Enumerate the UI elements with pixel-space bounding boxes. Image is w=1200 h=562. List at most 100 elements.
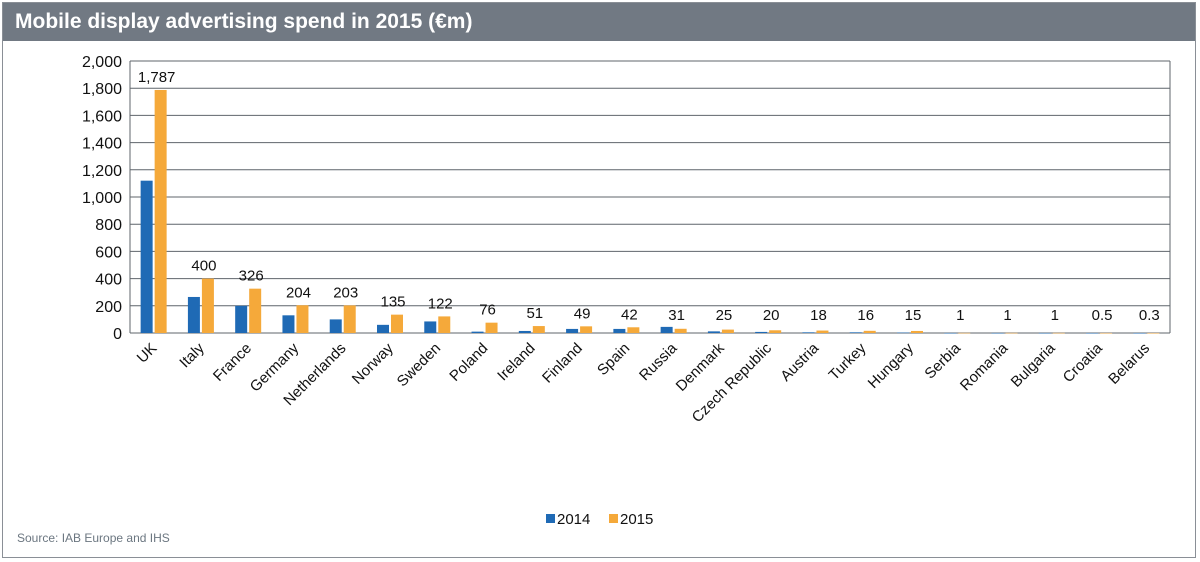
data-label: 0.3: [1139, 307, 1160, 324]
data-label: 15: [905, 307, 922, 324]
bar-2015: [674, 328, 687, 333]
x-tick-label: Norway: [349, 339, 397, 387]
bar-2014: [187, 296, 200, 333]
bar-2014: [1086, 332, 1099, 334]
bar-2014: [566, 328, 579, 333]
bar-2015: [343, 305, 356, 333]
x-tick-label: Russia: [636, 339, 681, 384]
bar-2014: [235, 305, 248, 333]
bar-2014: [802, 332, 815, 333]
legend-swatch-2015: [609, 514, 618, 523]
x-tick-label: Turkey: [826, 339, 870, 383]
y-tick-label: 400: [95, 272, 122, 289]
x-tick-label: Romania: [957, 339, 1012, 394]
bar-2014: [991, 332, 1004, 334]
bar-2014: [755, 331, 768, 333]
bar-2015: [1052, 332, 1065, 334]
x-tick-label: Poland: [446, 340, 491, 385]
bar-2015: [721, 329, 734, 333]
data-label: 16: [857, 307, 874, 324]
x-tick-label: UK: [134, 340, 161, 367]
bar-2014: [424, 321, 437, 333]
bar-2015: [627, 327, 640, 333]
legend-label-2014: 2014: [557, 511, 590, 528]
y-tick-label: 600: [95, 244, 122, 261]
data-label: 76: [479, 302, 496, 319]
bar-2015: [485, 322, 498, 333]
data-label: 31: [668, 307, 685, 324]
bar-2014: [897, 332, 909, 334]
bar-2015: [958, 332, 971, 334]
bar-2014: [707, 331, 720, 333]
bar-2014: [849, 332, 862, 333]
x-tick-label: Finland: [539, 340, 586, 387]
legend-label-2015: 2015: [620, 511, 653, 528]
y-tick-label: 200: [95, 299, 122, 316]
y-tick-label: 1,000: [82, 190, 122, 207]
y-tick-label: 1,800: [82, 81, 122, 98]
bar-2015: [249, 288, 262, 333]
y-tick-label: 1,200: [82, 163, 122, 180]
bar-2014: [660, 326, 673, 333]
bar-2015: [580, 326, 593, 333]
x-tick-label: Italy: [176, 339, 208, 371]
bar-2014: [471, 331, 484, 333]
x-tick-label: Hungary: [865, 339, 917, 391]
x-tick-label: Belarus: [1105, 340, 1153, 388]
bar-2014: [944, 332, 957, 334]
bar-2014: [140, 180, 153, 333]
x-tick-label: Spain: [594, 340, 633, 379]
source-note: Source: IAB Europe and IHS: [17, 531, 170, 545]
x-tick-label: Croatia: [1060, 339, 1107, 386]
bar-2015: [201, 278, 214, 333]
x-tick-label: Austria: [777, 339, 822, 384]
data-label: 0.5: [1092, 307, 1113, 324]
bar-2014: [377, 324, 389, 333]
y-tick-label: 1,600: [82, 108, 122, 125]
bar-2014: [518, 330, 531, 333]
x-tick-label: France: [210, 340, 255, 385]
bar-2015: [438, 316, 451, 333]
y-tick-label: 1,400: [82, 136, 122, 153]
data-label: 42: [621, 306, 638, 323]
bar-2015: [1100, 332, 1113, 334]
data-label: 1: [1003, 307, 1011, 324]
data-label: 400: [191, 258, 216, 275]
bar-2015: [816, 330, 829, 333]
y-tick-label: 800: [95, 217, 122, 234]
bar-2015: [1005, 332, 1018, 334]
bar-2015: [863, 330, 876, 333]
data-label: 51: [526, 305, 543, 322]
bar-2015: [911, 330, 923, 333]
bar-2015: [296, 305, 309, 333]
bar-2015: [391, 314, 403, 333]
x-tick-label: Sweden: [394, 340, 444, 390]
data-label: 1: [956, 307, 964, 324]
bar-2015: [154, 89, 167, 333]
bar-2014: [282, 315, 295, 333]
y-tick-label: 2,000: [82, 54, 122, 71]
x-tick-label: Bulgaria: [1008, 339, 1059, 390]
data-label: 135: [380, 294, 405, 311]
bar-2015: [1147, 332, 1160, 334]
chart-title: Mobile display advertising spend in 2015…: [15, 10, 473, 33]
bar-2014: [1133, 332, 1146, 334]
bar-2014: [329, 319, 342, 333]
x-tick-label: Ireland: [494, 340, 538, 384]
bar-2014: [613, 328, 626, 333]
data-label: 20: [763, 307, 780, 324]
data-label: 1: [1051, 307, 1059, 324]
bar-2015: [769, 330, 782, 333]
bar-2015: [532, 326, 545, 333]
data-label: 18: [810, 307, 827, 324]
y-tick-label: 0: [113, 326, 122, 343]
data-label: 25: [716, 307, 733, 324]
data-label: 49: [574, 305, 591, 322]
title-bar: Mobile display advertising spend in 2015…: [3, 3, 1195, 41]
data-label: 1,787: [138, 69, 176, 86]
legend-swatch-2014: [546, 514, 555, 523]
bar-2014: [1038, 332, 1051, 334]
data-label: 326: [239, 268, 264, 285]
